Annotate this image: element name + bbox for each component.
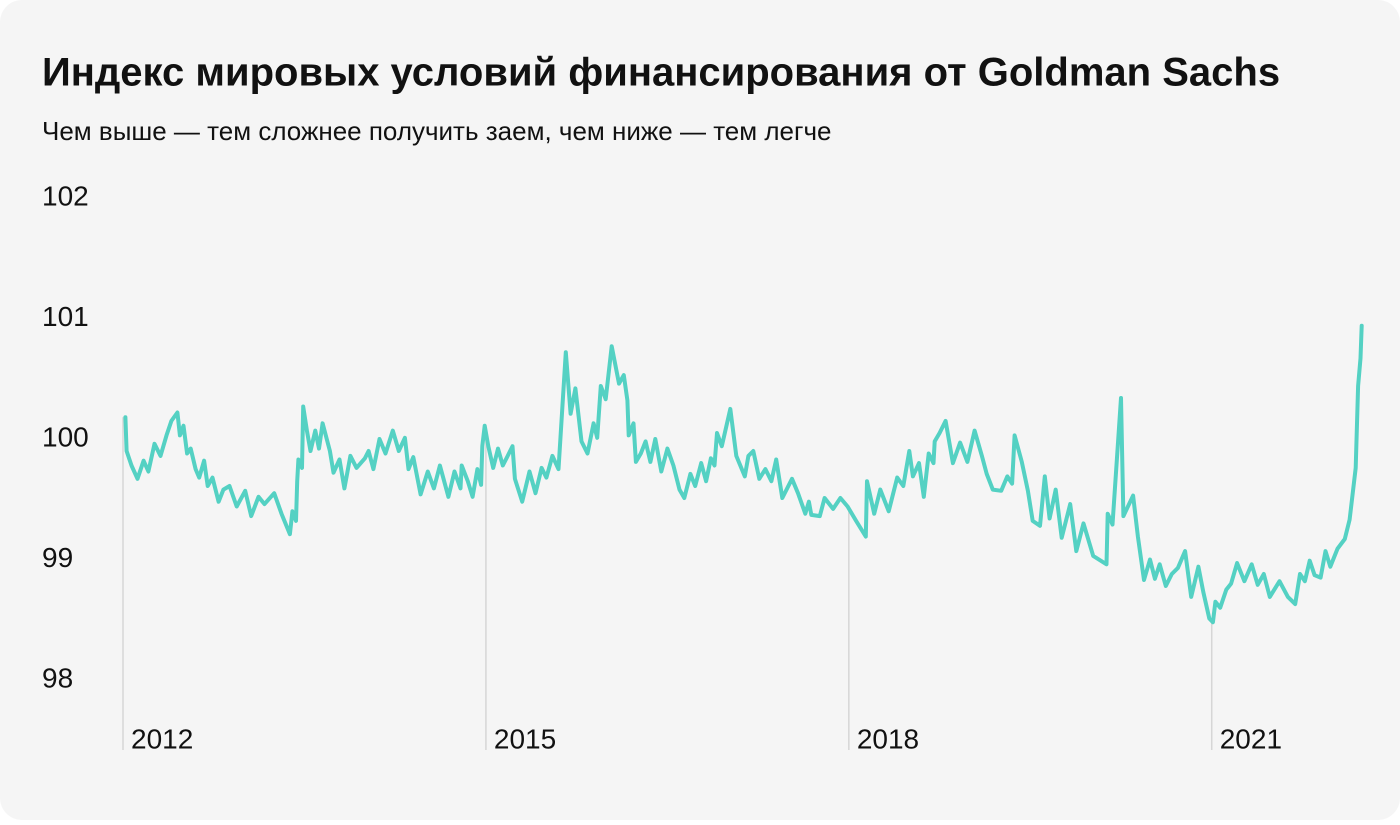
x-tick-label: 2018 — [857, 723, 919, 754]
data-line — [123, 323, 1364, 625]
x-tick-label: 2012 — [131, 723, 193, 754]
y-tick-label: 102 — [42, 180, 89, 211]
y-tick-label: 101 — [42, 301, 89, 332]
y-tick-label: 100 — [42, 421, 89, 452]
x-tick-label: 2021 — [1220, 723, 1282, 754]
y-tick-label: 98 — [42, 662, 73, 693]
chart-title: Индекс мировых условий финансирования от… — [42, 51, 1280, 95]
x-tick-label: 2015 — [494, 723, 556, 754]
chart-subtitle: Чем выше — тем сложнее получить заем, че… — [42, 116, 831, 146]
y-tick-label: 99 — [42, 542, 73, 573]
